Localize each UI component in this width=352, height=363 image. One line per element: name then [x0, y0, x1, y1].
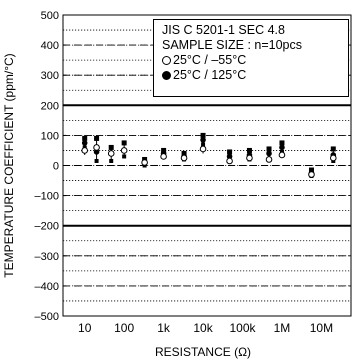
- max-marker-125c: [82, 135, 88, 141]
- y-tick-label: 500: [41, 10, 59, 22]
- spec-lines: [63, 104, 351, 227]
- mean-point-minus55c: [329, 154, 337, 162]
- x-tick-label: 1M: [274, 321, 291, 335]
- data-marks: [81, 132, 337, 179]
- mean-point-minus55c: [160, 153, 167, 160]
- max-marker-125c: [121, 140, 127, 146]
- mean-point-minus55c: [93, 144, 100, 151]
- y-tick-label: –200: [35, 221, 59, 233]
- mean-point-minus55c: [226, 157, 233, 165]
- max-marker-125c: [108, 144, 114, 150]
- mean-point-minus55c: [199, 145, 207, 153]
- min-marker-125c: [122, 154, 127, 159]
- max-marker-125c: [246, 147, 252, 153]
- max-marker-125c: [161, 147, 167, 153]
- mean-point-125c: [93, 149, 100, 155]
- max-marker-125c: [94, 135, 100, 141]
- legend-item-open: 25°C / –55°C: [162, 53, 348, 68]
- mean-point-minus55c: [141, 159, 148, 166]
- legend-label-filled: 25°C / 125°C: [173, 68, 247, 82]
- max-marker-125c: [200, 132, 206, 138]
- x-tick-label: 10M: [310, 321, 333, 335]
- annotation-standard: JIS C 5201-1 SEC 4.8: [162, 23, 285, 37]
- y-tick-label: 0: [53, 161, 59, 173]
- mean-point-minus55c: [180, 154, 188, 162]
- x-tick-label: 100: [114, 321, 134, 335]
- max-marker-125c: [181, 150, 187, 156]
- mean-point-minus55c: [107, 150, 115, 157]
- max-marker-125c: [308, 167, 314, 173]
- legend-box: JIS C 5201-1 SEC 4.8 SAMPLE SIZE : n=10p…: [153, 19, 349, 97]
- x-axis-label: RESISTANCE (Ω): [155, 345, 251, 359]
- x-tick-label: 100k: [229, 321, 256, 335]
- mean-point-minus55c: [265, 156, 273, 163]
- y-tick-labels: –500 –400 –300 –200 –100 0 100 200 300 400 500: [35, 10, 66, 323]
- mean-point-125c: [266, 150, 272, 157]
- mean-point-minus55c: [308, 171, 315, 178]
- filled-circle-icon: [162, 71, 171, 80]
- x-tick-label: 10k: [193, 321, 213, 335]
- y-tick-label: 200: [41, 100, 59, 112]
- mean-point-minus55c: [278, 151, 286, 159]
- mean-point-125c: [279, 144, 285, 151]
- min-marker-125c: [201, 142, 206, 147]
- mean-point-125c: [226, 153, 233, 160]
- mean-point-minus55c: [120, 147, 128, 154]
- mean-point-125c: [200, 137, 206, 143]
- legend-label-open: 25°C / –55°C: [173, 53, 247, 67]
- mean-point-125c: [81, 140, 88, 146]
- y-tick-label: –500: [35, 311, 59, 323]
- mean-point-minus55c: [81, 147, 88, 154]
- y-tick-label: 100: [41, 130, 59, 142]
- open-circle-icon: [162, 56, 171, 65]
- legend-item-filled: 25°C / 125°C: [162, 68, 348, 83]
- y-tick-label: –100: [35, 191, 59, 203]
- max-marker-125c: [330, 146, 336, 152]
- y-tick-label: 300: [41, 70, 59, 82]
- y-tick-label: –300: [35, 251, 59, 263]
- min-marker-125c: [109, 158, 114, 163]
- max-marker-125c: [266, 146, 272, 152]
- y-tick-label: 400: [41, 40, 59, 52]
- x-tick-label: 1k: [157, 321, 171, 335]
- x-tick-label: 10: [78, 321, 92, 335]
- mean-point-minus55c: [246, 154, 253, 162]
- y-axis-label: TEMPERATURE COEFFICIENT (ppm/°C): [2, 53, 16, 277]
- y-tick-label: –400: [35, 281, 59, 293]
- max-marker-125c: [279, 140, 285, 146]
- x-tick-labels: 10 100 1k 10k 100k 1M 10M: [78, 321, 333, 335]
- min-marker-125c: [94, 158, 99, 163]
- annotation-sample-size: SAMPLE SIZE : n=10pcs: [162, 38, 302, 52]
- max-marker-125c: [227, 149, 233, 155]
